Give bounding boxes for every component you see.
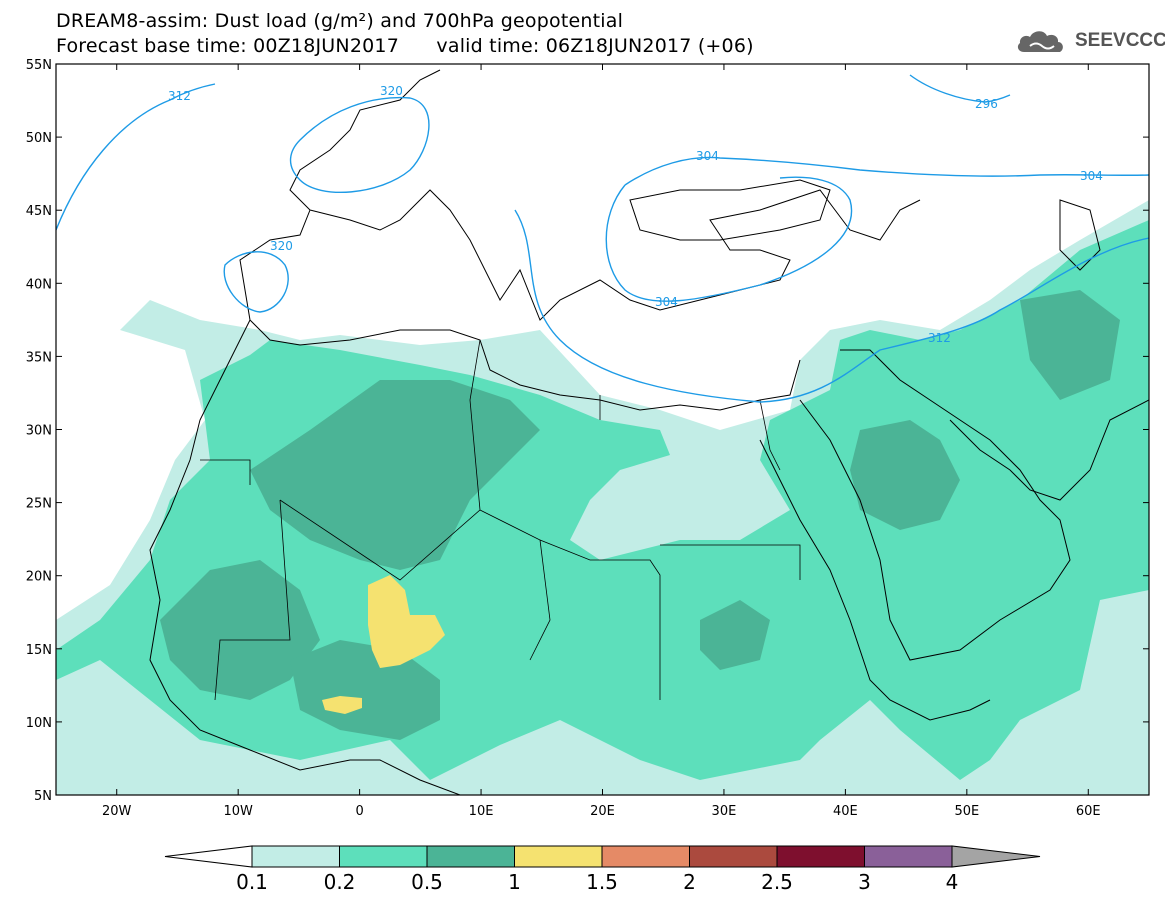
contour-label: 312	[168, 89, 191, 103]
contour-label: 304	[1080, 169, 1103, 183]
contour-label: 320	[270, 239, 293, 253]
contour-320-north	[289, 96, 430, 194]
contour-312-south	[514, 209, 1149, 403]
lat-label: 30N	[26, 424, 52, 439]
african-borders	[200, 339, 801, 701]
lat-label: 35N	[26, 350, 52, 365]
colorbar-swatch	[514, 845, 603, 868]
caspian-black-sea-coastline	[629, 179, 1101, 271]
latitude-axis: 55N 50N 45N 40N 35N 30N 25N 20N 15N 10N 5N	[26, 58, 1149, 804]
persian-gulf-coastline	[949, 399, 1149, 501]
contour-label: 320	[380, 84, 403, 98]
contour-304-east	[624, 156, 1149, 186]
contour-320-iberia	[223, 251, 289, 313]
contour-labels: 312 320 296 304 304 320 304 312	[168, 84, 1103, 345]
colorbar-swatch	[776, 845, 865, 868]
dust-fields	[56, 200, 1149, 795]
lat-label: 55N	[26, 58, 52, 73]
dust-band-dark-central	[290, 640, 440, 740]
colorbar-label: 0.5	[411, 870, 443, 894]
dust-band-dark-iran	[1020, 290, 1120, 400]
colorbar-label: 1	[508, 870, 521, 894]
colorbar-label: 2	[683, 870, 696, 894]
lon-label: 10E	[469, 804, 494, 819]
dust-band-dark-sudan	[700, 600, 770, 670]
longitude-axis: 20W 10W 0 10E 20E 30E 40E 50E 60E	[102, 64, 1101, 819]
colorbar-label: 2.5	[761, 870, 793, 894]
colorbar-left-arrow	[164, 845, 253, 868]
contour-label: 312	[928, 331, 951, 345]
lat-label: 25N	[26, 497, 52, 512]
dust-band-dark-arabia	[850, 420, 960, 530]
map-title: DREAM8-assim: Dust load (g/m²) and 700hP…	[56, 10, 624, 32]
lon-label: 20W	[102, 804, 132, 819]
colorbar-label: 3	[858, 870, 871, 894]
lat-label: 40N	[26, 277, 52, 292]
dust-band-yellow-nigeria	[322, 696, 362, 714]
west-africa-coastline	[149, 319, 461, 795]
contour-312-west	[56, 83, 216, 231]
north-africa-coastline	[249, 319, 801, 411]
lon-label: 50E	[954, 804, 979, 819]
contour-304-loop	[605, 176, 853, 302]
lat-label: 50N	[26, 131, 52, 146]
dust-band-medium	[56, 220, 1149, 780]
colorbar-swatch	[689, 845, 778, 868]
colorbar-right-arrow	[951, 845, 1041, 868]
lat-label: 20N	[26, 570, 52, 585]
lat-label: 10N	[26, 716, 52, 731]
lat-label: 45N	[26, 204, 52, 219]
red-sea-coastline	[759, 349, 1071, 721]
colorbar-swatch	[601, 845, 690, 868]
contour-296	[909, 74, 1011, 103]
logo-text: SEEVCCC	[1075, 30, 1165, 51]
colorbar-swatch	[426, 845, 515, 868]
lon-label: 10W	[223, 804, 253, 819]
colorbar-label: 4	[946, 870, 959, 894]
colorbar-label: 0.1	[236, 870, 268, 894]
map-subtitle: Forecast base time: 00Z18JUN2017 valid t…	[56, 35, 754, 57]
geopotential-contours	[56, 74, 1149, 403]
colorbar-label: 1.5	[586, 870, 618, 894]
dust-band-dark-sahara	[250, 380, 540, 570]
lat-label: 5N	[34, 789, 52, 804]
europe-coastline	[239, 69, 921, 321]
colorbar-swatch	[339, 845, 428, 868]
colorbar-swatch	[251, 845, 340, 868]
coastlines	[149, 69, 1149, 795]
colorbar-label: 0.2	[324, 870, 356, 894]
contour-label: 296	[975, 97, 998, 111]
dust-band-yellow-mali	[368, 575, 445, 668]
lon-label: 20E	[590, 804, 615, 819]
cloud-logo-icon	[1017, 31, 1063, 52]
colorbar-swatch	[864, 845, 953, 868]
lat-label: 15N	[26, 643, 52, 658]
dust-band-dark-west	[160, 560, 320, 700]
contour-label: 304	[655, 295, 678, 309]
colorbar: 0.1 0.2 0.5 1 1.5 2 2.5 3 4	[164, 845, 1041, 894]
lon-label: 40E	[833, 804, 858, 819]
lon-label: 60E	[1076, 804, 1101, 819]
lon-label: 30E	[712, 804, 737, 819]
lon-label: 0	[355, 804, 363, 819]
contour-label: 304	[696, 149, 719, 163]
